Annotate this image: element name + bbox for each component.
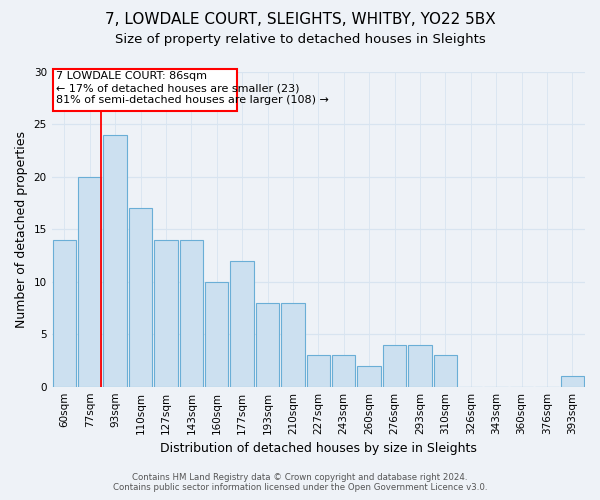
Text: Size of property relative to detached houses in Sleights: Size of property relative to detached ho… xyxy=(115,32,485,46)
Y-axis label: Number of detached properties: Number of detached properties xyxy=(15,130,28,328)
Bar xyxy=(560,376,584,386)
Bar xyxy=(179,240,203,386)
Bar xyxy=(129,208,152,386)
Bar xyxy=(53,240,76,386)
Text: ← 17% of detached houses are smaller (23): ← 17% of detached houses are smaller (23… xyxy=(56,84,299,94)
Bar xyxy=(78,176,101,386)
Bar xyxy=(434,355,457,386)
Bar xyxy=(230,260,254,386)
FancyBboxPatch shape xyxy=(53,70,237,112)
Text: 7, LOWDALE COURT, SLEIGHTS, WHITBY, YO22 5BX: 7, LOWDALE COURT, SLEIGHTS, WHITBY, YO22… xyxy=(104,12,496,28)
Text: 7 LOWDALE COURT: 86sqm: 7 LOWDALE COURT: 86sqm xyxy=(56,72,207,82)
Text: 81% of semi-detached houses are larger (108) →: 81% of semi-detached houses are larger (… xyxy=(56,96,329,106)
Text: Contains HM Land Registry data © Crown copyright and database right 2024.
Contai: Contains HM Land Registry data © Crown c… xyxy=(113,473,487,492)
Bar xyxy=(332,355,355,386)
X-axis label: Distribution of detached houses by size in Sleights: Distribution of detached houses by size … xyxy=(160,442,477,455)
Bar xyxy=(281,302,305,386)
Bar xyxy=(205,282,229,387)
Bar xyxy=(256,302,279,386)
Bar xyxy=(154,240,178,386)
Bar xyxy=(383,344,406,387)
Bar xyxy=(307,355,330,386)
Bar xyxy=(358,366,381,386)
Bar xyxy=(103,134,127,386)
Bar xyxy=(408,344,431,387)
